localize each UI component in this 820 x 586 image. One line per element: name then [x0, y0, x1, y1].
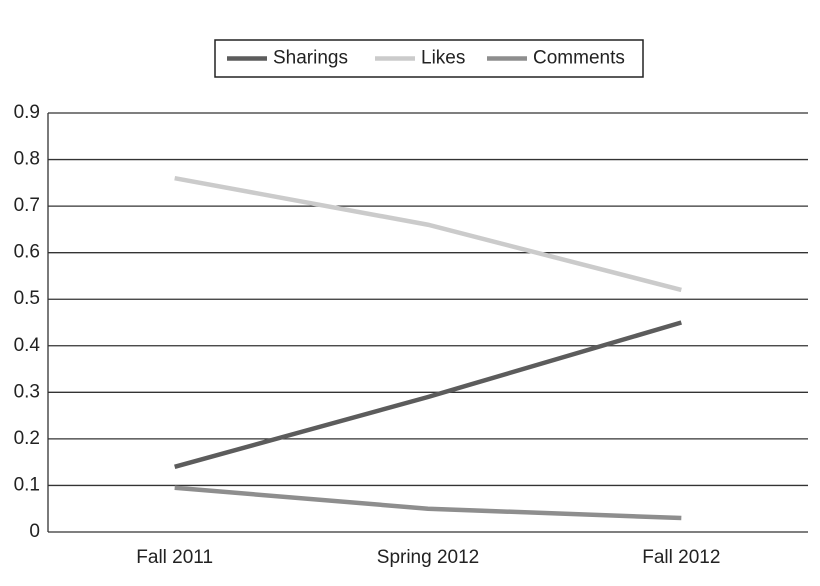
legend-box	[214, 39, 644, 78]
legend-label: Sharings	[273, 48, 348, 69]
y-tick-label: 0.5	[14, 288, 40, 309]
x-tick-label: Fall 2012	[642, 547, 720, 568]
y-tick-label: 0	[29, 521, 40, 542]
y-tick-label: 0.8	[14, 149, 40, 170]
x-tick-label: Fall 2011	[136, 547, 213, 568]
series-line	[174, 485, 682, 521]
legend-label: Comments	[533, 48, 625, 69]
y-tick-label: 0.7	[14, 195, 40, 216]
y-tick-label: 0.1	[14, 474, 40, 495]
series-line	[174, 320, 682, 469]
y-tick-label: 0.9	[14, 102, 40, 123]
y-tick-label: 0.6	[14, 242, 40, 263]
y-tick-label: 0.4	[14, 335, 41, 356]
legend-label: Likes	[421, 48, 465, 69]
y-tick-label: 0.2	[14, 428, 40, 449]
y-tick-label: 0.3	[14, 381, 40, 402]
x-tick-label: Spring 2012	[377, 547, 479, 568]
series-line	[174, 175, 682, 293]
